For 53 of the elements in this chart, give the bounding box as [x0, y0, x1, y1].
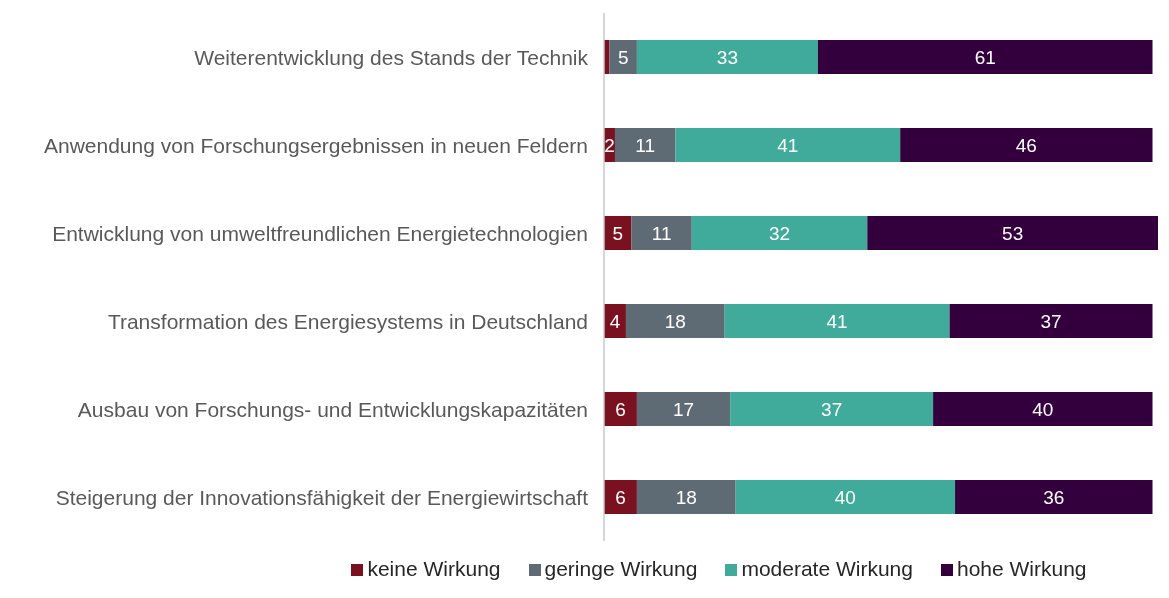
bar	[631, 216, 692, 250]
data-label: 36	[1043, 486, 1065, 508]
data-label: 37	[821, 398, 843, 420]
data-label: 11	[651, 222, 672, 244]
bar	[900, 128, 1153, 162]
bar	[604, 392, 637, 426]
legend-label: keine Wirkung	[367, 557, 501, 580]
y-tick-label: Entwicklung von umweltfreundlichen Energietechnologien	[52, 221, 588, 245]
bar	[817, 40, 1153, 74]
data-label: 41	[777, 134, 799, 156]
bar	[636, 40, 818, 74]
data-label: 32	[768, 222, 791, 244]
data-label: 33	[716, 46, 738, 68]
data-label: 46	[1015, 134, 1037, 156]
data-label: 40	[834, 486, 856, 508]
bar	[604, 480, 637, 514]
y-tick-label: Anwendung von Forschungsergebnissen in neuen Feldern	[43, 133, 588, 157]
data-label: 6	[615, 398, 626, 420]
y-tick-label: Ausbau von Forschungs- und Entwicklungskapazitäten	[77, 397, 588, 421]
data-label: 40	[1032, 398, 1054, 420]
bar	[691, 216, 868, 250]
bar	[675, 128, 901, 162]
data-label: 41	[826, 310, 848, 332]
bar	[614, 128, 676, 162]
bar	[735, 480, 956, 514]
data-label: 2	[604, 134, 615, 156]
bar	[730, 392, 934, 426]
data-label: 5	[617, 46, 629, 68]
data-label: 18	[675, 486, 697, 508]
bar	[949, 304, 1153, 338]
data-label: 37	[1040, 310, 1062, 332]
bar	[625, 304, 725, 338]
legend-label: moderate Wirkung	[741, 557, 913, 580]
data-label: 17	[672, 398, 695, 420]
data-label: 61	[974, 46, 996, 68]
data-label: 11	[635, 134, 656, 156]
y-tick-label: Weiterentwicklung des Stands der Technik	[194, 45, 589, 69]
bar	[636, 392, 731, 426]
bar	[609, 40, 637, 74]
legend-label: hohe Wirkung	[956, 557, 1087, 580]
data-label: 4	[609, 310, 621, 332]
bar	[636, 480, 736, 514]
data-label: 18	[664, 310, 686, 332]
bar	[724, 304, 950, 338]
data-label: 6	[615, 486, 626, 508]
data-label: 53	[1002, 222, 1024, 244]
y-tick-label: Transformation des Energiesystems in Deutschland	[107, 309, 588, 333]
bar	[955, 480, 1153, 514]
bar	[867, 216, 1158, 250]
bar	[933, 392, 1153, 426]
y-tick-label: Steigerung der Innovationsfähigkeit der Energiewirtschaft	[55, 485, 589, 509]
legend-label: geringe Wirkung	[544, 557, 698, 580]
data-label: 5	[612, 222, 623, 244]
